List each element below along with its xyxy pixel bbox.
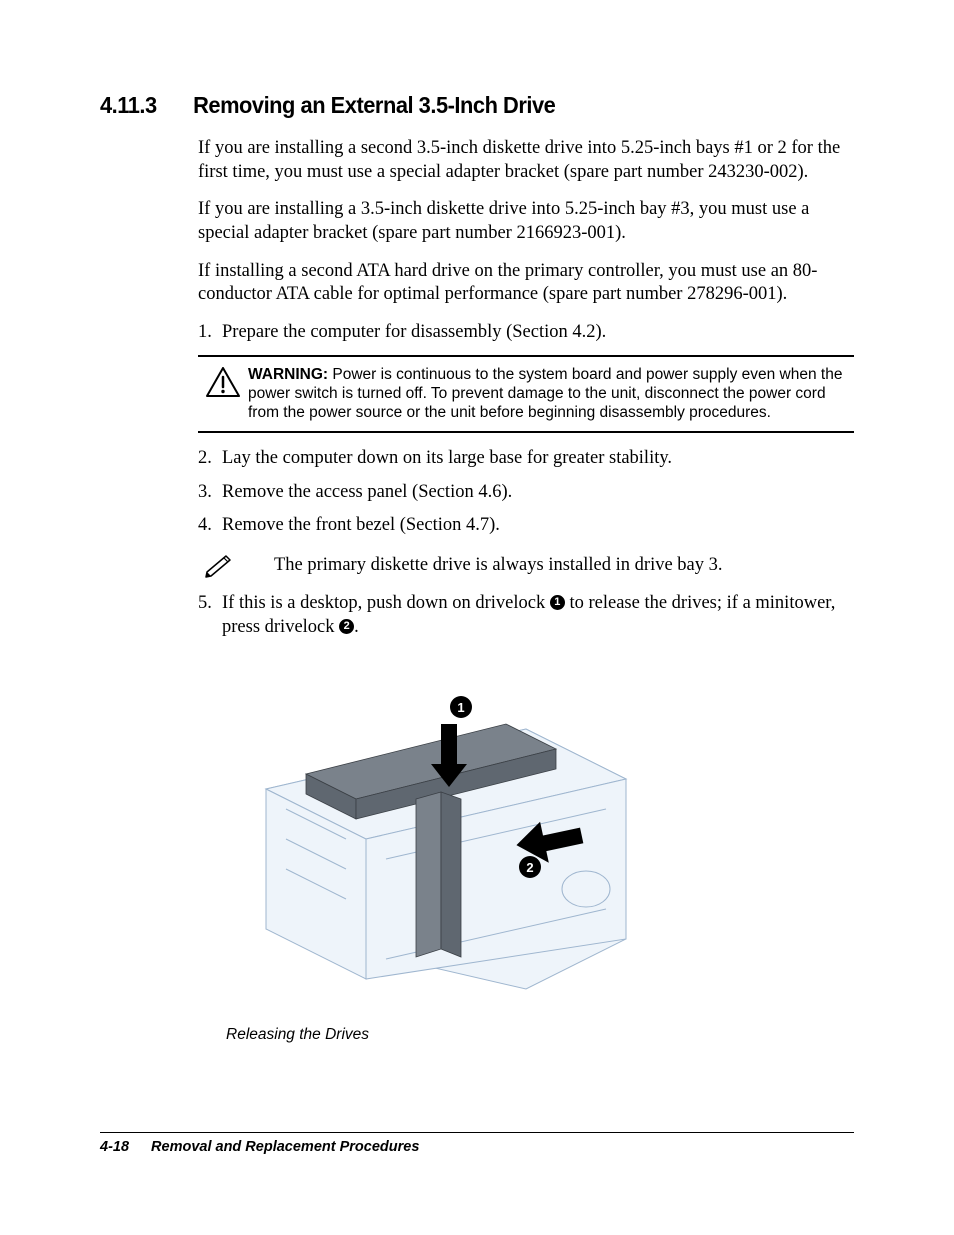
- step-5-part-a: If this is a desktop, push down on drive…: [222, 593, 550, 613]
- section-heading: 4.11.3 Removing an External 3.5-Inch Dri…: [100, 92, 816, 119]
- step-list: Prepare the computer for disassembly (Se…: [198, 321, 854, 345]
- figure-caption: Releasing the Drives: [226, 1025, 854, 1045]
- section-number: 4.11.3: [100, 92, 193, 119]
- warning-text: WARNING: Power is continuous to the syst…: [248, 365, 854, 423]
- figure-callout-1: 1: [457, 700, 464, 715]
- warning-label: WARNING:: [248, 366, 328, 383]
- callout-2-inline: 2: [339, 619, 354, 634]
- step-list-5: If this is a desktop, push down on drive…: [198, 592, 854, 639]
- section-title: Removing an External 3.5-Inch Drive: [193, 92, 555, 119]
- note-text: The primary diskette drive is always ins…: [274, 552, 854, 578]
- footer-title: Removal and Replacement Procedures: [151, 1139, 419, 1155]
- page-number: 4-18: [100, 1139, 129, 1155]
- note-icon: [198, 552, 274, 578]
- warning-box: WARNING: Power is continuous to the syst…: [198, 355, 854, 433]
- intro-paragraph-2: If you are installing a 3.5-inch diskett…: [198, 198, 854, 245]
- callout-1-inline: 1: [550, 595, 565, 610]
- figure-callout-2: 2: [526, 860, 533, 875]
- note-row: The primary diskette drive is always ins…: [198, 552, 854, 578]
- step-2: Lay the computer down on its large base …: [198, 447, 854, 471]
- intro-paragraph-3: If installing a second ATA hard drive on…: [198, 260, 854, 307]
- body-content: If you are installing a second 3.5-inch …: [198, 137, 854, 1045]
- step-1: Prepare the computer for disassembly (Se…: [198, 321, 854, 345]
- page: 4.11.3 Removing an External 3.5-Inch Dri…: [0, 0, 954, 1235]
- page-footer: 4-18 Removal and Replacement Procedures: [100, 1132, 854, 1155]
- step-4: Remove the front bezel (Section 4.7).: [198, 514, 854, 538]
- warning-body: Power is continuous to the system board …: [248, 366, 842, 422]
- figure: 1 2 Releasing the Drives: [198, 669, 854, 1045]
- figure-svg: 1 2: [226, 669, 646, 1009]
- step-5-part-c: .: [354, 617, 359, 637]
- step-5: If this is a desktop, push down on drive…: [198, 592, 854, 639]
- step-list-cont: Lay the computer down on its large base …: [198, 447, 854, 538]
- step-3: Remove the access panel (Section 4.6).: [198, 481, 854, 505]
- warning-icon: [198, 365, 248, 397]
- intro-paragraph-1: If you are installing a second 3.5-inch …: [198, 137, 854, 184]
